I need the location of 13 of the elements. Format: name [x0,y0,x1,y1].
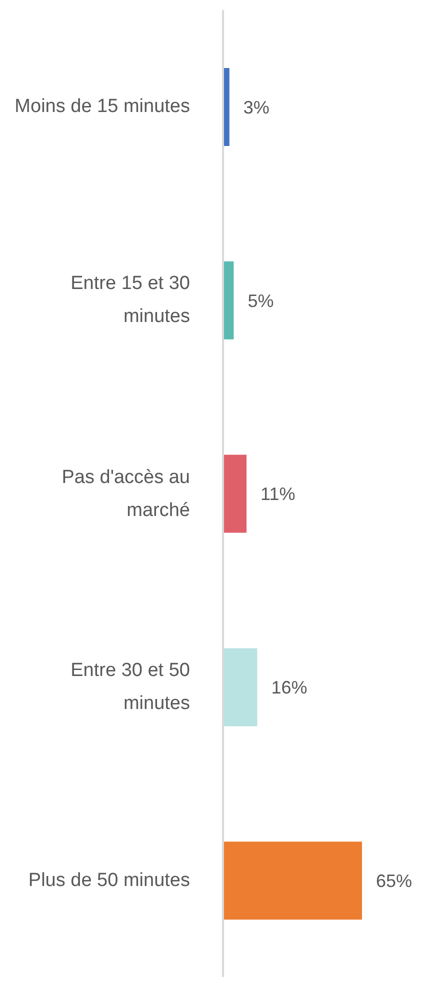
bar [223,842,362,920]
bar [223,454,247,533]
data-label: 3% [243,97,270,118]
data-label: 65% [376,870,412,891]
y-tick-label: Pas d'accès au marché [60,466,190,522]
y-tick-label: Entre 15 et 30 minutes [70,272,190,330]
y-tick-label: Plus de 50 minutes [28,868,190,893]
data-label: 16% [271,678,308,698]
data-label: 5% [248,290,274,311]
y-tick-label: Entre 30 et 50 minutes [70,658,190,716]
bar [223,648,258,726]
data-label: 11% [260,484,296,504]
y-tick-label: Moins de 15 minutes [14,95,190,120]
